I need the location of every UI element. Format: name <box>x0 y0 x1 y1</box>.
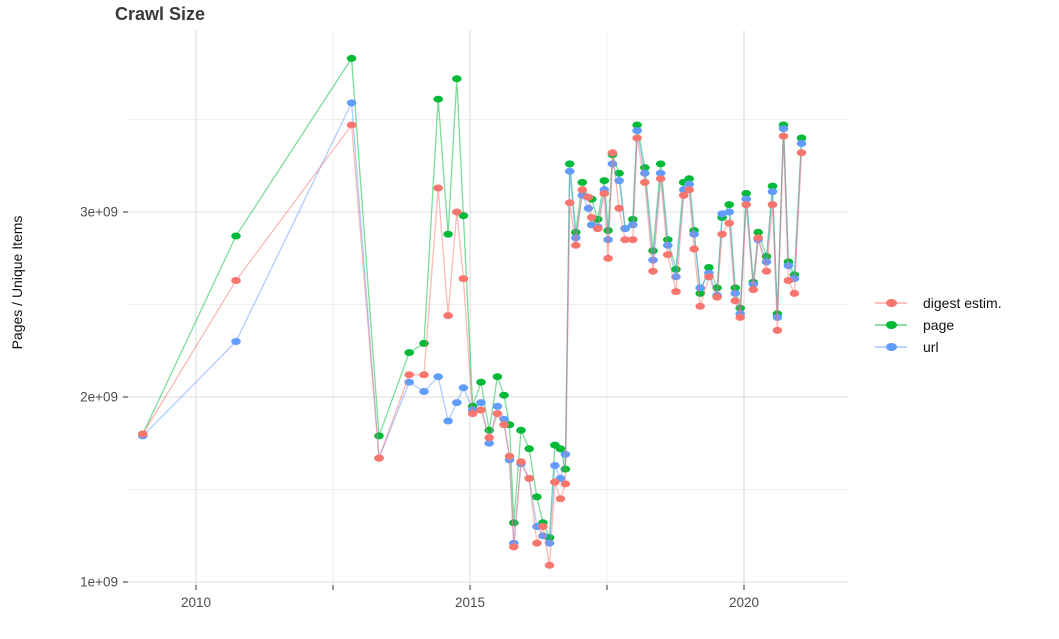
series-line-digest-estim <box>142 123 803 566</box>
series-points-page <box>138 54 807 542</box>
axis-ticks <box>123 211 745 590</box>
series-points-digest-estim <box>138 121 807 569</box>
chart-title: Crawl Size <box>115 4 206 24</box>
x-tick-labels: 2010 2015 2020 <box>181 595 759 610</box>
svg-text:1e+09: 1e+09 <box>80 575 118 590</box>
svg-text:2010: 2010 <box>181 595 211 610</box>
svg-text:2020: 2020 <box>729 595 759 610</box>
legend-key-icon <box>875 296 907 310</box>
gridlines-major <box>128 30 848 585</box>
legend-item-digest-estim: digest estim. <box>875 292 1002 314</box>
series-line-url <box>142 100 803 545</box>
y-tick-labels: 1e+09 2e+09 3e+09 <box>80 205 118 590</box>
legend-label: page <box>923 317 955 333</box>
legend-key-icon <box>875 340 907 354</box>
y-axis-title: Pages / Unique Items <box>9 216 25 350</box>
legend-label: url <box>923 339 939 355</box>
svg-text:2e+09: 2e+09 <box>80 390 118 405</box>
legend-item-url: url <box>875 336 1002 358</box>
svg-text:3e+09: 3e+09 <box>80 205 118 220</box>
legend-label: digest estim. <box>923 295 1002 311</box>
series-points-url <box>138 99 807 547</box>
gridlines-minor <box>128 30 848 585</box>
legend-item-page: page <box>875 314 1002 336</box>
legend-key-icon <box>875 318 907 332</box>
svg-text:2015: 2015 <box>455 595 485 610</box>
legend: digest estim. page url <box>875 292 1002 358</box>
